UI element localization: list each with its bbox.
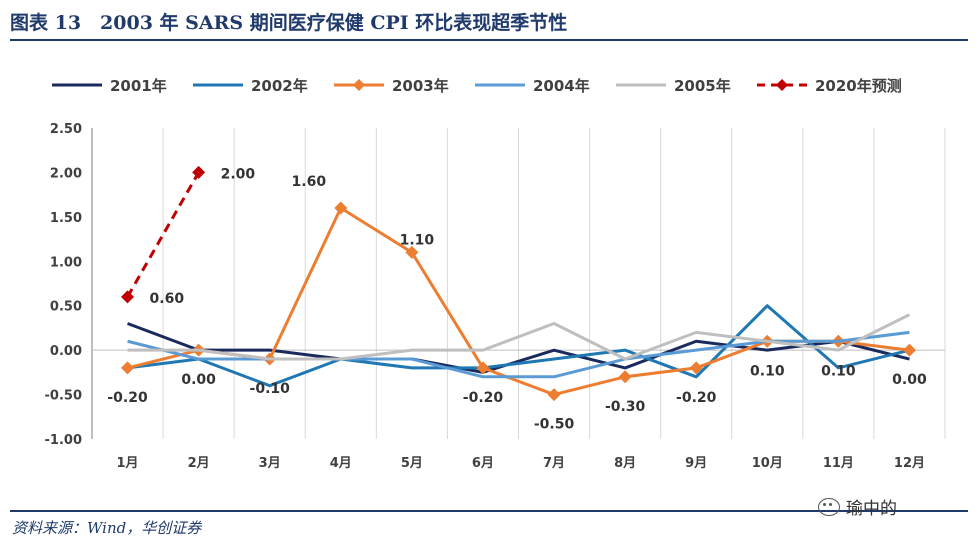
x-tick-label: 8月: [614, 456, 636, 471]
x-tick-label: 11月: [823, 456, 854, 471]
data-label: -0.30: [605, 399, 646, 415]
series-line: [127, 313, 911, 361]
watermark-text: 瑜中的: [846, 499, 897, 519]
data-point: [689, 361, 703, 375]
legend-marker: [776, 79, 788, 91]
y-tick-label: 2.00: [50, 166, 82, 181]
watermark: 瑜中的: [818, 494, 897, 519]
x-tick-label: 3月: [259, 456, 281, 471]
y-tick-label: 1.50: [50, 211, 82, 226]
legend-label: 2020年预测: [815, 77, 902, 95]
wechat-icon: [818, 497, 840, 516]
y-tick-label: 0.00: [50, 344, 82, 359]
data-point: [618, 370, 632, 384]
data-label: 0.00: [892, 372, 927, 388]
source-note: 资料来源：Wind，华创证券: [12, 519, 202, 537]
y-tick-label: 1.00: [50, 255, 82, 270]
x-tick-label: 4月: [330, 456, 352, 471]
header-divider: [10, 39, 968, 41]
data-label: 1.60: [292, 174, 327, 190]
data-label: 0.10: [750, 363, 785, 379]
header: 图表 13 2003 年 SARS 期间医疗保健 CPI 环比表现超季节性: [10, 6, 968, 41]
data-label: 0.00: [181, 372, 216, 388]
y-tick-label: -1.00: [45, 433, 82, 448]
x-tick-label: 7月: [543, 456, 565, 471]
x-tick-label: 10月: [752, 456, 783, 471]
x-tick-label: 12月: [894, 456, 925, 471]
y-tick-label: 2.50: [50, 122, 82, 137]
data-label: -0.20: [676, 390, 717, 406]
x-tick-label: 1月: [117, 456, 139, 471]
footer-divider: [10, 510, 968, 512]
data-label: -0.20: [107, 390, 148, 406]
legend-label: 2005年: [674, 77, 731, 95]
x-tick-label: 2月: [188, 456, 210, 471]
legend-label: 2002年: [251, 77, 308, 95]
data-point: [902, 343, 916, 357]
data-point: [334, 201, 348, 215]
series-line: [127, 304, 910, 388]
x-tick-label: 9月: [685, 456, 707, 471]
legend-label: 2003年: [392, 77, 449, 95]
x-tick-label: 6月: [472, 456, 494, 471]
series-line: [127, 322, 910, 374]
figure-title: 图表 13 2003 年 SARS 期间医疗保健 CPI 环比表现超季节性: [10, 12, 568, 34]
data-point: [476, 361, 490, 375]
data-point: [121, 290, 135, 304]
data-point: [192, 165, 206, 179]
series-line: [126, 171, 200, 298]
x-tick-label: 5月: [401, 456, 423, 471]
data-point: [121, 361, 135, 375]
data-label: -0.20: [463, 390, 504, 406]
line-chart: 2.50 2.00 1.50 1.00 0.50 0.00 -0.50 -1.00 1月 2月 3月…: [45, 77, 946, 471]
data-point: [405, 245, 419, 259]
data-label: -0.50: [534, 417, 575, 433]
data-point: [547, 388, 561, 402]
legend-label: 2004年: [533, 77, 590, 95]
data-label: 2.00: [221, 166, 256, 182]
y-tick-label: 0.50: [50, 300, 82, 315]
data-label: 0.60: [150, 291, 185, 307]
data-label: 0.10: [821, 363, 856, 379]
legend-marker: [353, 79, 365, 91]
y-tick-label: -0.50: [45, 389, 82, 404]
legend-label: 2001年: [110, 77, 167, 95]
data-label: 1.10: [400, 232, 435, 248]
data-label: -0.10: [250, 381, 291, 397]
